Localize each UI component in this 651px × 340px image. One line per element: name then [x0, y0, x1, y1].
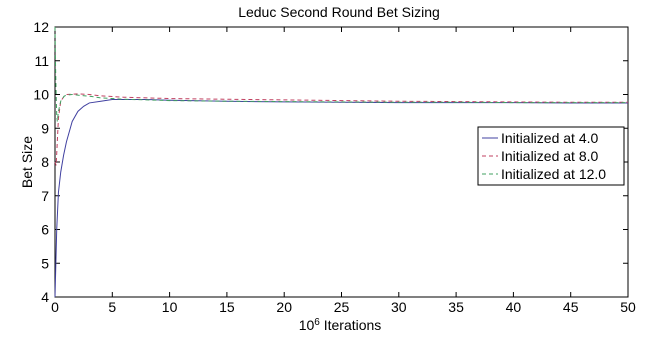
x-tick-label: 5	[108, 299, 116, 315]
y-axis: 4 5 6 7 8 9 10 11 12	[33, 19, 628, 305]
x-tick-label: 40	[506, 299, 522, 315]
x-axis-label: 106 Iterations	[299, 317, 382, 334]
legend-box	[477, 126, 625, 186]
series-line-1	[54, 99, 628, 298]
chart-title: Leduc Second Round Bet Sizing	[238, 4, 440, 20]
legend: Initialized at 4.0 Initialized at 8.0 Init…	[477, 126, 625, 186]
x-tick-label: 10	[162, 299, 178, 315]
legend-label-1: Initialized at 4.0	[501, 130, 598, 146]
y-tick-label: 11	[34, 53, 49, 69]
series-line-3	[54, 26, 628, 122]
x-axis-label-exponent: 6	[314, 317, 320, 328]
x-tick-label: 35	[448, 299, 464, 315]
series-group	[54, 26, 628, 298]
x-tick-label: 15	[219, 299, 235, 315]
y-axis-label: Bet Size	[19, 136, 35, 188]
legend-label-3: Initialized at 12.0	[501, 166, 606, 182]
y-tick-label: 7	[41, 188, 49, 204]
x-tick-label: 25	[334, 299, 350, 315]
y-tick-label: 5	[41, 255, 49, 271]
x-axis: 0 5 10 15 20 25 30 35 40 45 50	[51, 27, 636, 315]
y-tick-label: 10	[33, 87, 49, 103]
x-tick-label: 20	[276, 299, 292, 315]
x-tick-label: 30	[391, 299, 407, 315]
x-tick-label: 0	[51, 299, 59, 315]
y-tick-label: 12	[33, 19, 49, 35]
series-line-2	[54, 93, 628, 166]
y-tick-label: 4	[41, 289, 49, 305]
legend-label-2: Initialized at 8.0	[501, 148, 598, 164]
y-tick-label: 8	[41, 154, 49, 170]
x-axis-label-text: Iterations	[320, 317, 381, 333]
x-axis-label-base: 10	[299, 317, 315, 333]
y-tick-label: 6	[41, 222, 49, 238]
y-tick-label: 9	[41, 120, 49, 136]
x-tick-label: 45	[563, 299, 579, 315]
x-tick-label: 50	[620, 299, 636, 315]
